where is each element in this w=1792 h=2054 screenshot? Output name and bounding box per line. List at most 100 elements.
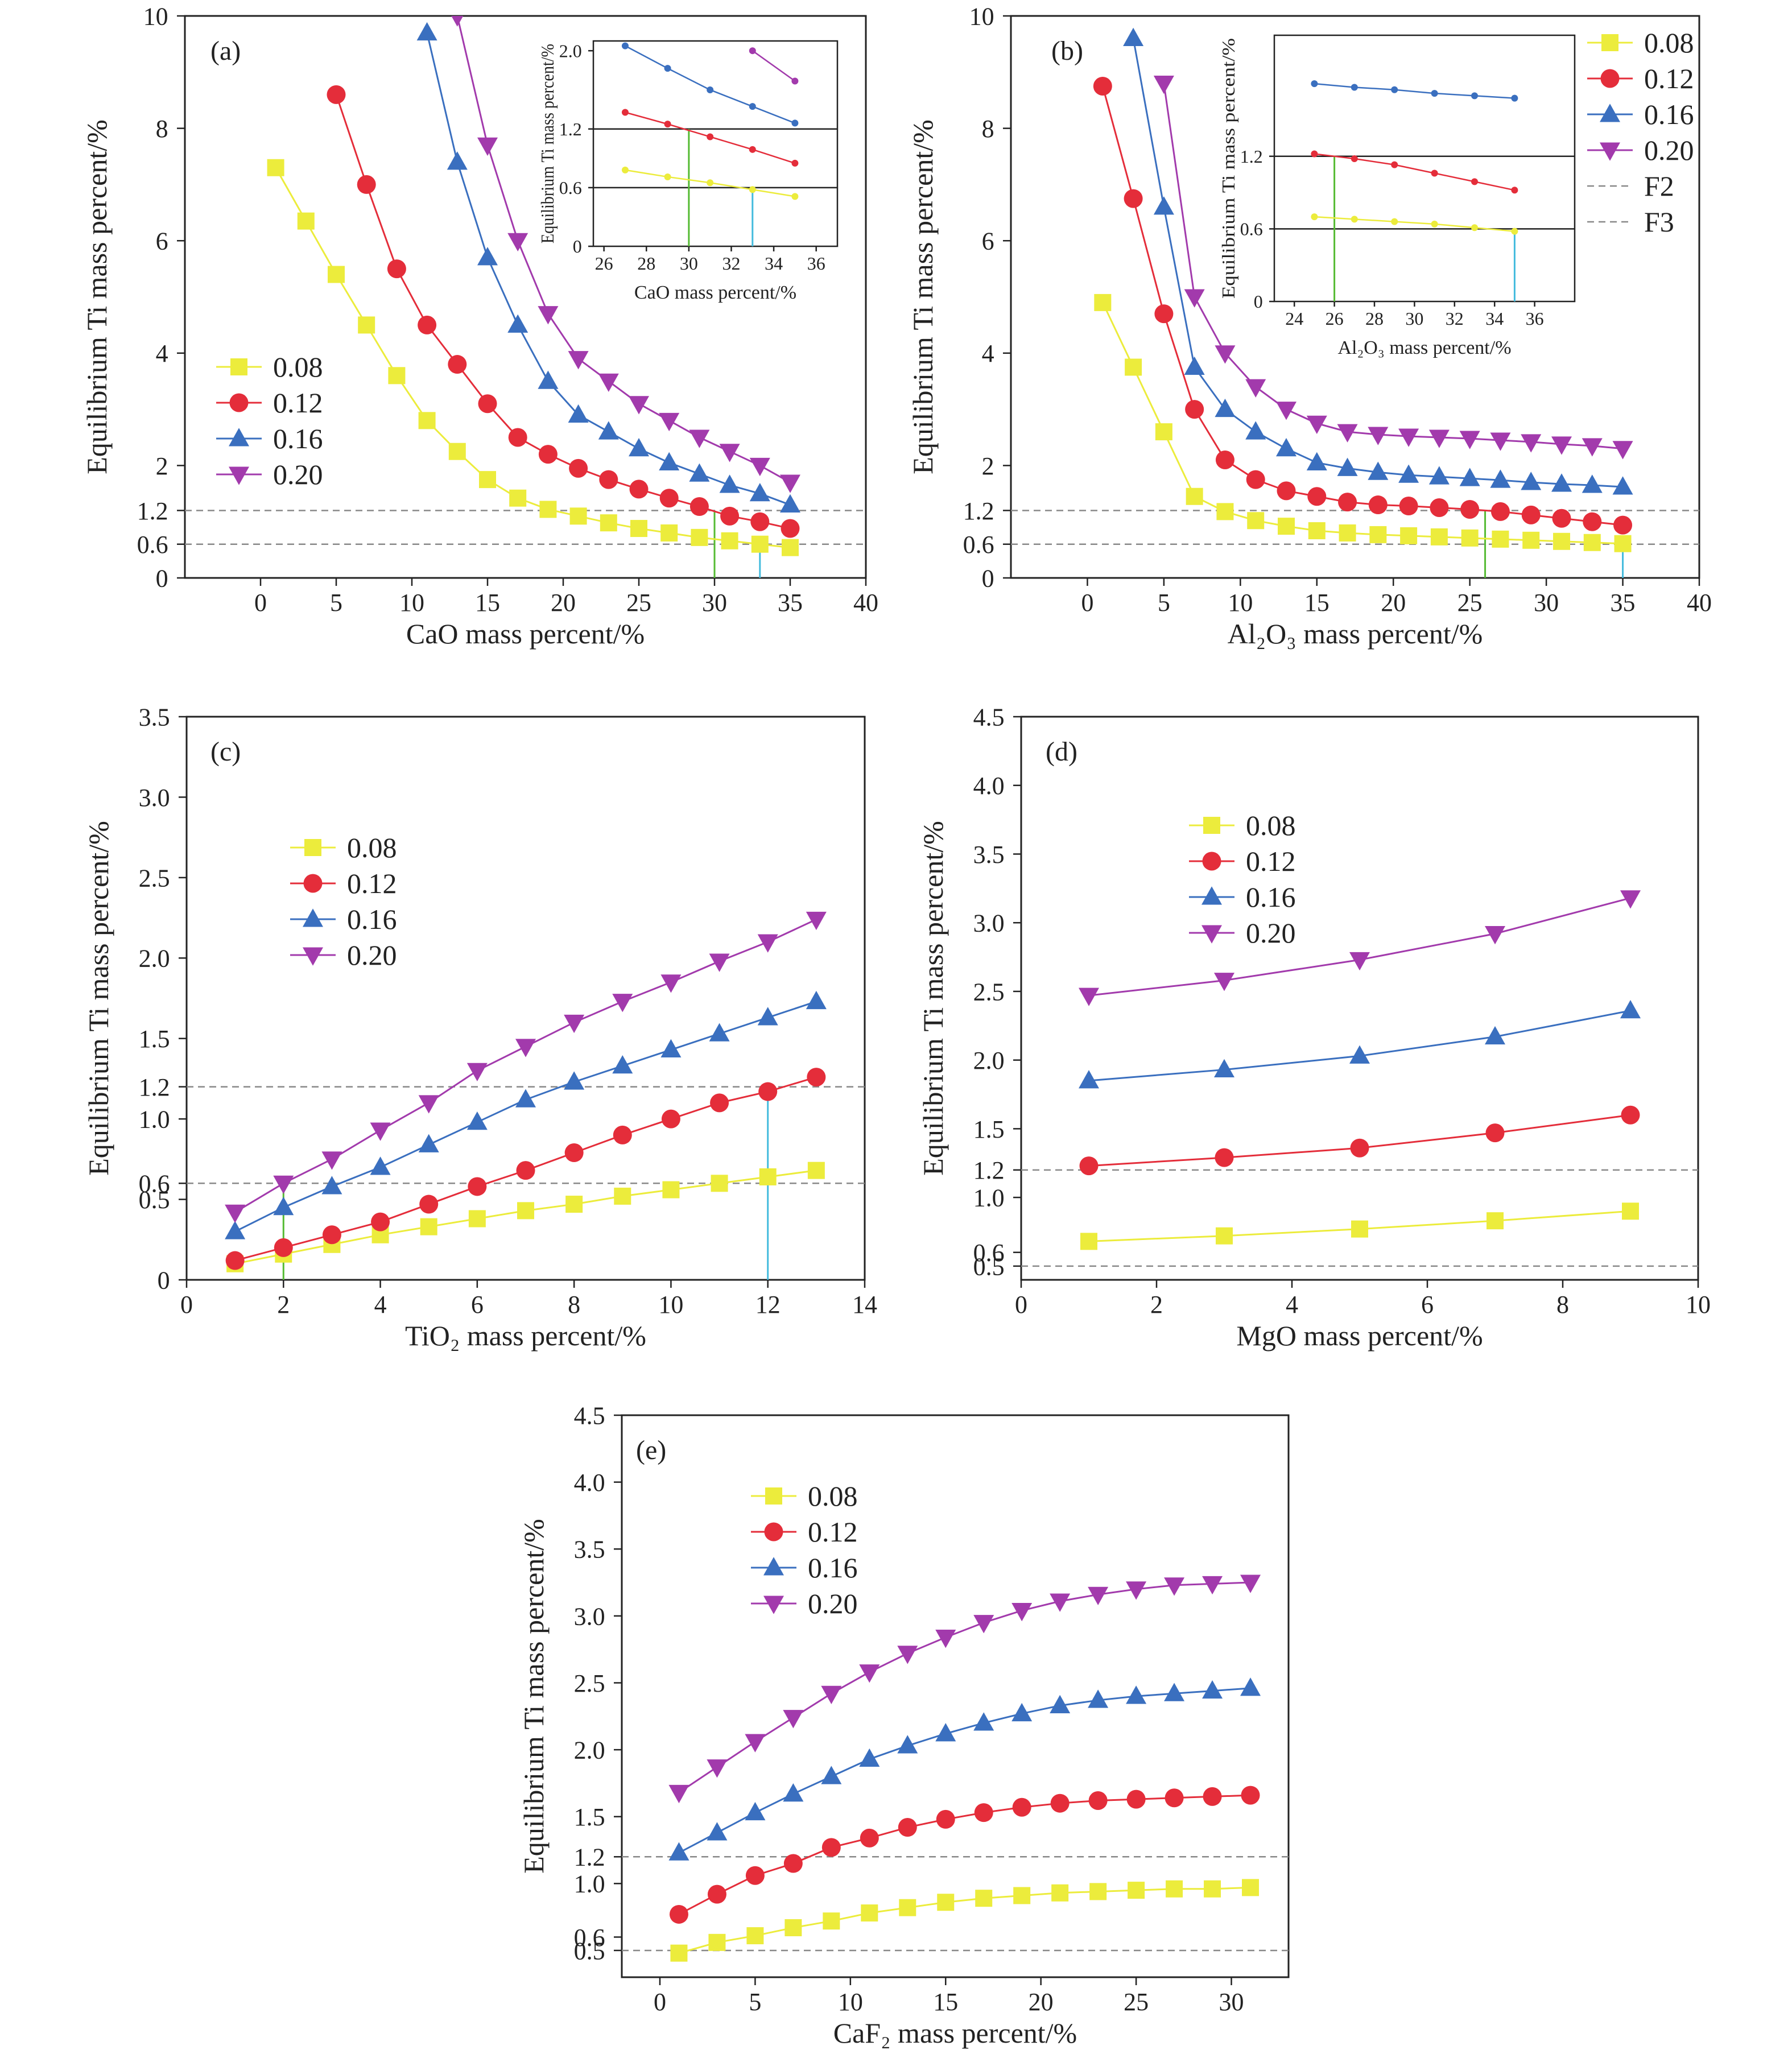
data-point (1428, 429, 1450, 448)
inset-data-point (1391, 161, 1398, 168)
plot-frame (185, 716, 866, 1281)
data-point (1126, 1685, 1147, 1704)
data-point (1620, 999, 1641, 1019)
data-point (897, 1735, 918, 1754)
panel-label: (c) (210, 737, 241, 767)
legend-marker (1201, 925, 1222, 944)
data-point (297, 212, 315, 230)
inset-data-point (621, 42, 629, 49)
legend-label: 0.16 (1644, 98, 1694, 130)
data-point (370, 1156, 391, 1175)
data-point (598, 421, 619, 440)
data-point (660, 1039, 682, 1058)
y-tick-label: 2.0 (139, 945, 170, 973)
inset-data-point (1351, 84, 1358, 91)
legend-label: 0.20 (1644, 134, 1694, 166)
legend-marker (763, 1557, 784, 1576)
data-point (598, 373, 619, 392)
x-tick-label: 20 (551, 589, 576, 617)
data-point (569, 507, 587, 525)
data-point (1011, 1602, 1033, 1622)
data-point (1276, 402, 1296, 420)
inset-data-point (1431, 90, 1438, 97)
data-point (1277, 481, 1296, 501)
x-tick-label: 36 (807, 253, 825, 274)
inset-data-point (791, 159, 799, 167)
inset-data-point (1471, 92, 1478, 100)
x-tick-label: 34 (765, 253, 783, 274)
data-point (783, 1710, 804, 1729)
data-point (328, 266, 345, 283)
y-tick-label: 3.0 (139, 784, 170, 812)
inset-data-point (1311, 150, 1318, 158)
data-point (466, 1063, 488, 1082)
inset-data-point (1351, 216, 1358, 223)
data-point (1337, 457, 1358, 476)
data-point (689, 463, 710, 482)
x-tick-label: 15 (1304, 589, 1329, 617)
x-tick-label: 10 (658, 1291, 683, 1319)
x-tick-label: 26 (1326, 308, 1344, 329)
data-point (1153, 76, 1174, 94)
inset-bg (593, 41, 837, 246)
inset-data-point (1431, 170, 1438, 177)
data-point (1308, 522, 1326, 540)
legend-marker (229, 466, 249, 485)
y-tick-label: 0.6 (559, 177, 582, 198)
data-point (973, 1712, 994, 1731)
inset-data-point (1471, 224, 1478, 232)
legend-label: 0.12 (1246, 845, 1296, 877)
data-point (1126, 1581, 1147, 1600)
data-point (466, 1111, 488, 1130)
data-point (629, 438, 649, 457)
data-point (477, 247, 498, 266)
legend: 0.08 0.12 0.16 0.20 F2 F3 (1587, 27, 1694, 238)
data-point (1521, 434, 1542, 453)
data-point (707, 1884, 726, 1904)
data-point (564, 1014, 585, 1034)
data-point (689, 429, 710, 448)
y-tick-label: 2 (156, 452, 168, 480)
data-point (468, 1210, 486, 1228)
data-point (1278, 518, 1295, 535)
legend-marker (1600, 142, 1620, 161)
data-point (668, 1842, 689, 1861)
data-point (568, 351, 589, 370)
chart-panel-e: 0 5 10 15 20 25 30 0.50.6 1.01.2 1.5 2.0 2.5 3.0 3.5 4… (518, 1402, 1290, 2049)
legend-label: 0.08 (1246, 809, 1296, 841)
y-axis-label: Equilibrium Ti mass percent/% (907, 119, 939, 474)
data-point (1349, 1045, 1370, 1064)
data-point (757, 1007, 778, 1026)
data-point (759, 1168, 777, 1185)
data-point (225, 1221, 246, 1239)
inset-chart: 24 26 28 30 32 34 36 0 0.6 1.2 Al₂O₃ mass percent/… (1218, 34, 1576, 358)
data-point (1051, 1884, 1069, 1902)
legend-label: F2 (1644, 170, 1674, 202)
data-point (659, 489, 679, 508)
x-tick-label: 36 (1526, 308, 1544, 329)
inset-series-line (1314, 216, 1515, 232)
data-point (689, 497, 709, 516)
data-point (823, 1912, 840, 1930)
series-line (1163, 83, 1623, 450)
data-point (1093, 77, 1112, 96)
data-point (1583, 512, 1602, 531)
y-tick-label: 6 (156, 228, 168, 255)
data-point (1088, 1689, 1109, 1708)
data-point (273, 1175, 294, 1195)
inset-data-point (1511, 187, 1518, 194)
x-tick-label: 10 (1686, 1291, 1711, 1319)
data-point (1459, 468, 1480, 486)
x-tick-label: 10 (399, 589, 424, 617)
data-point (1485, 926, 1505, 945)
data-point (1351, 1220, 1368, 1238)
data-point (1614, 535, 1632, 552)
x-tick-label: 24 (1285, 308, 1303, 329)
data-point (387, 259, 406, 279)
data-point (783, 1854, 803, 1873)
y-tick-label: 1.2 (574, 1844, 605, 1871)
data-point (517, 1202, 534, 1220)
data-point (1123, 27, 1144, 47)
data-point (719, 474, 740, 493)
data-point (1164, 1577, 1185, 1596)
